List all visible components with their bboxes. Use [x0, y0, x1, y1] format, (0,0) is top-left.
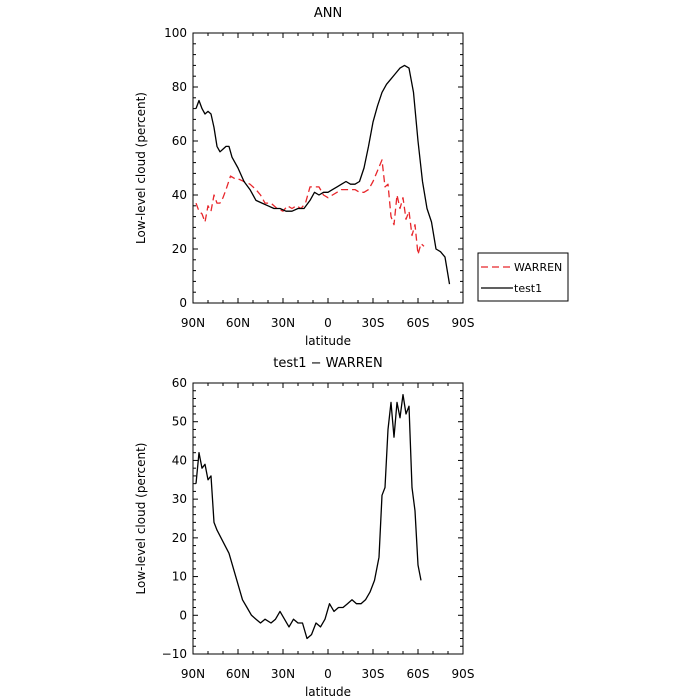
series-line-warren [195, 159, 425, 256]
y-tick-label: 40 [172, 188, 187, 202]
x-tick-label: 30N [271, 667, 295, 681]
y-tick-label: 20 [172, 531, 187, 545]
y-tick-label: 50 [172, 415, 187, 429]
x-tick-label: 90S [452, 316, 475, 330]
x-tick-label: 60S [407, 667, 430, 681]
x-tick-label: 30S [362, 667, 385, 681]
plot-frame [192, 382, 464, 655]
y-axis-label: Low-level cloud (percent) [134, 92, 148, 244]
y-tick-label: 10 [172, 570, 187, 584]
plot-frame [192, 32, 464, 304]
chart-panel-annual: 90N 60N 30N 0 30S 60S 90S 0 20 40 60 80 100 ANN latitu… [134, 6, 569, 348]
x-tick-label: 90S [452, 667, 475, 681]
x-tick-label: 60S [407, 316, 430, 330]
series-line-test1 [195, 64, 451, 285]
y-tick-label: 0 [179, 608, 187, 622]
x-tick-label: 0 [324, 316, 332, 330]
y-tick-label: 60 [172, 134, 187, 148]
x-tick-label: 90N [181, 316, 205, 330]
x-axis-label: latitude [305, 685, 351, 699]
chart-title: test1 − WARREN [273, 356, 382, 371]
x-tick-label: 0 [324, 667, 332, 681]
y-tick-label: 100 [164, 26, 187, 40]
x-tick-label: 30S [362, 316, 385, 330]
y-tick-label: 20 [172, 242, 187, 256]
y-tick-label: 60 [172, 376, 187, 390]
x-tick-label: 60N [226, 667, 250, 681]
x-tick-label: 90N [181, 667, 205, 681]
y-tick-label: 40 [172, 453, 187, 467]
legend-label-warren: WARREN [514, 261, 562, 274]
y-tick-label: −10 [162, 647, 187, 661]
chart-panel-difference: 90N 60N 30N 0 30S 60S 90S −10 0 10 20 30 40 50 60 test1… [134, 356, 474, 699]
x-tick-label: 60N [226, 316, 250, 330]
x-tick-label: 30N [271, 316, 295, 330]
series-line-difference [195, 393, 422, 640]
legend-label-test1: test1 [514, 282, 542, 295]
legend: WARREN test1 [477, 252, 569, 302]
x-axis-label: latitude [305, 334, 351, 348]
legend-box [477, 252, 569, 302]
chart-title: ANN [314, 6, 342, 21]
y-tick-label: 30 [172, 492, 187, 506]
y-tick-label: 80 [172, 80, 187, 94]
y-axis-label: Low-level cloud (percent) [134, 443, 148, 595]
y-tick-label: 0 [179, 296, 187, 310]
